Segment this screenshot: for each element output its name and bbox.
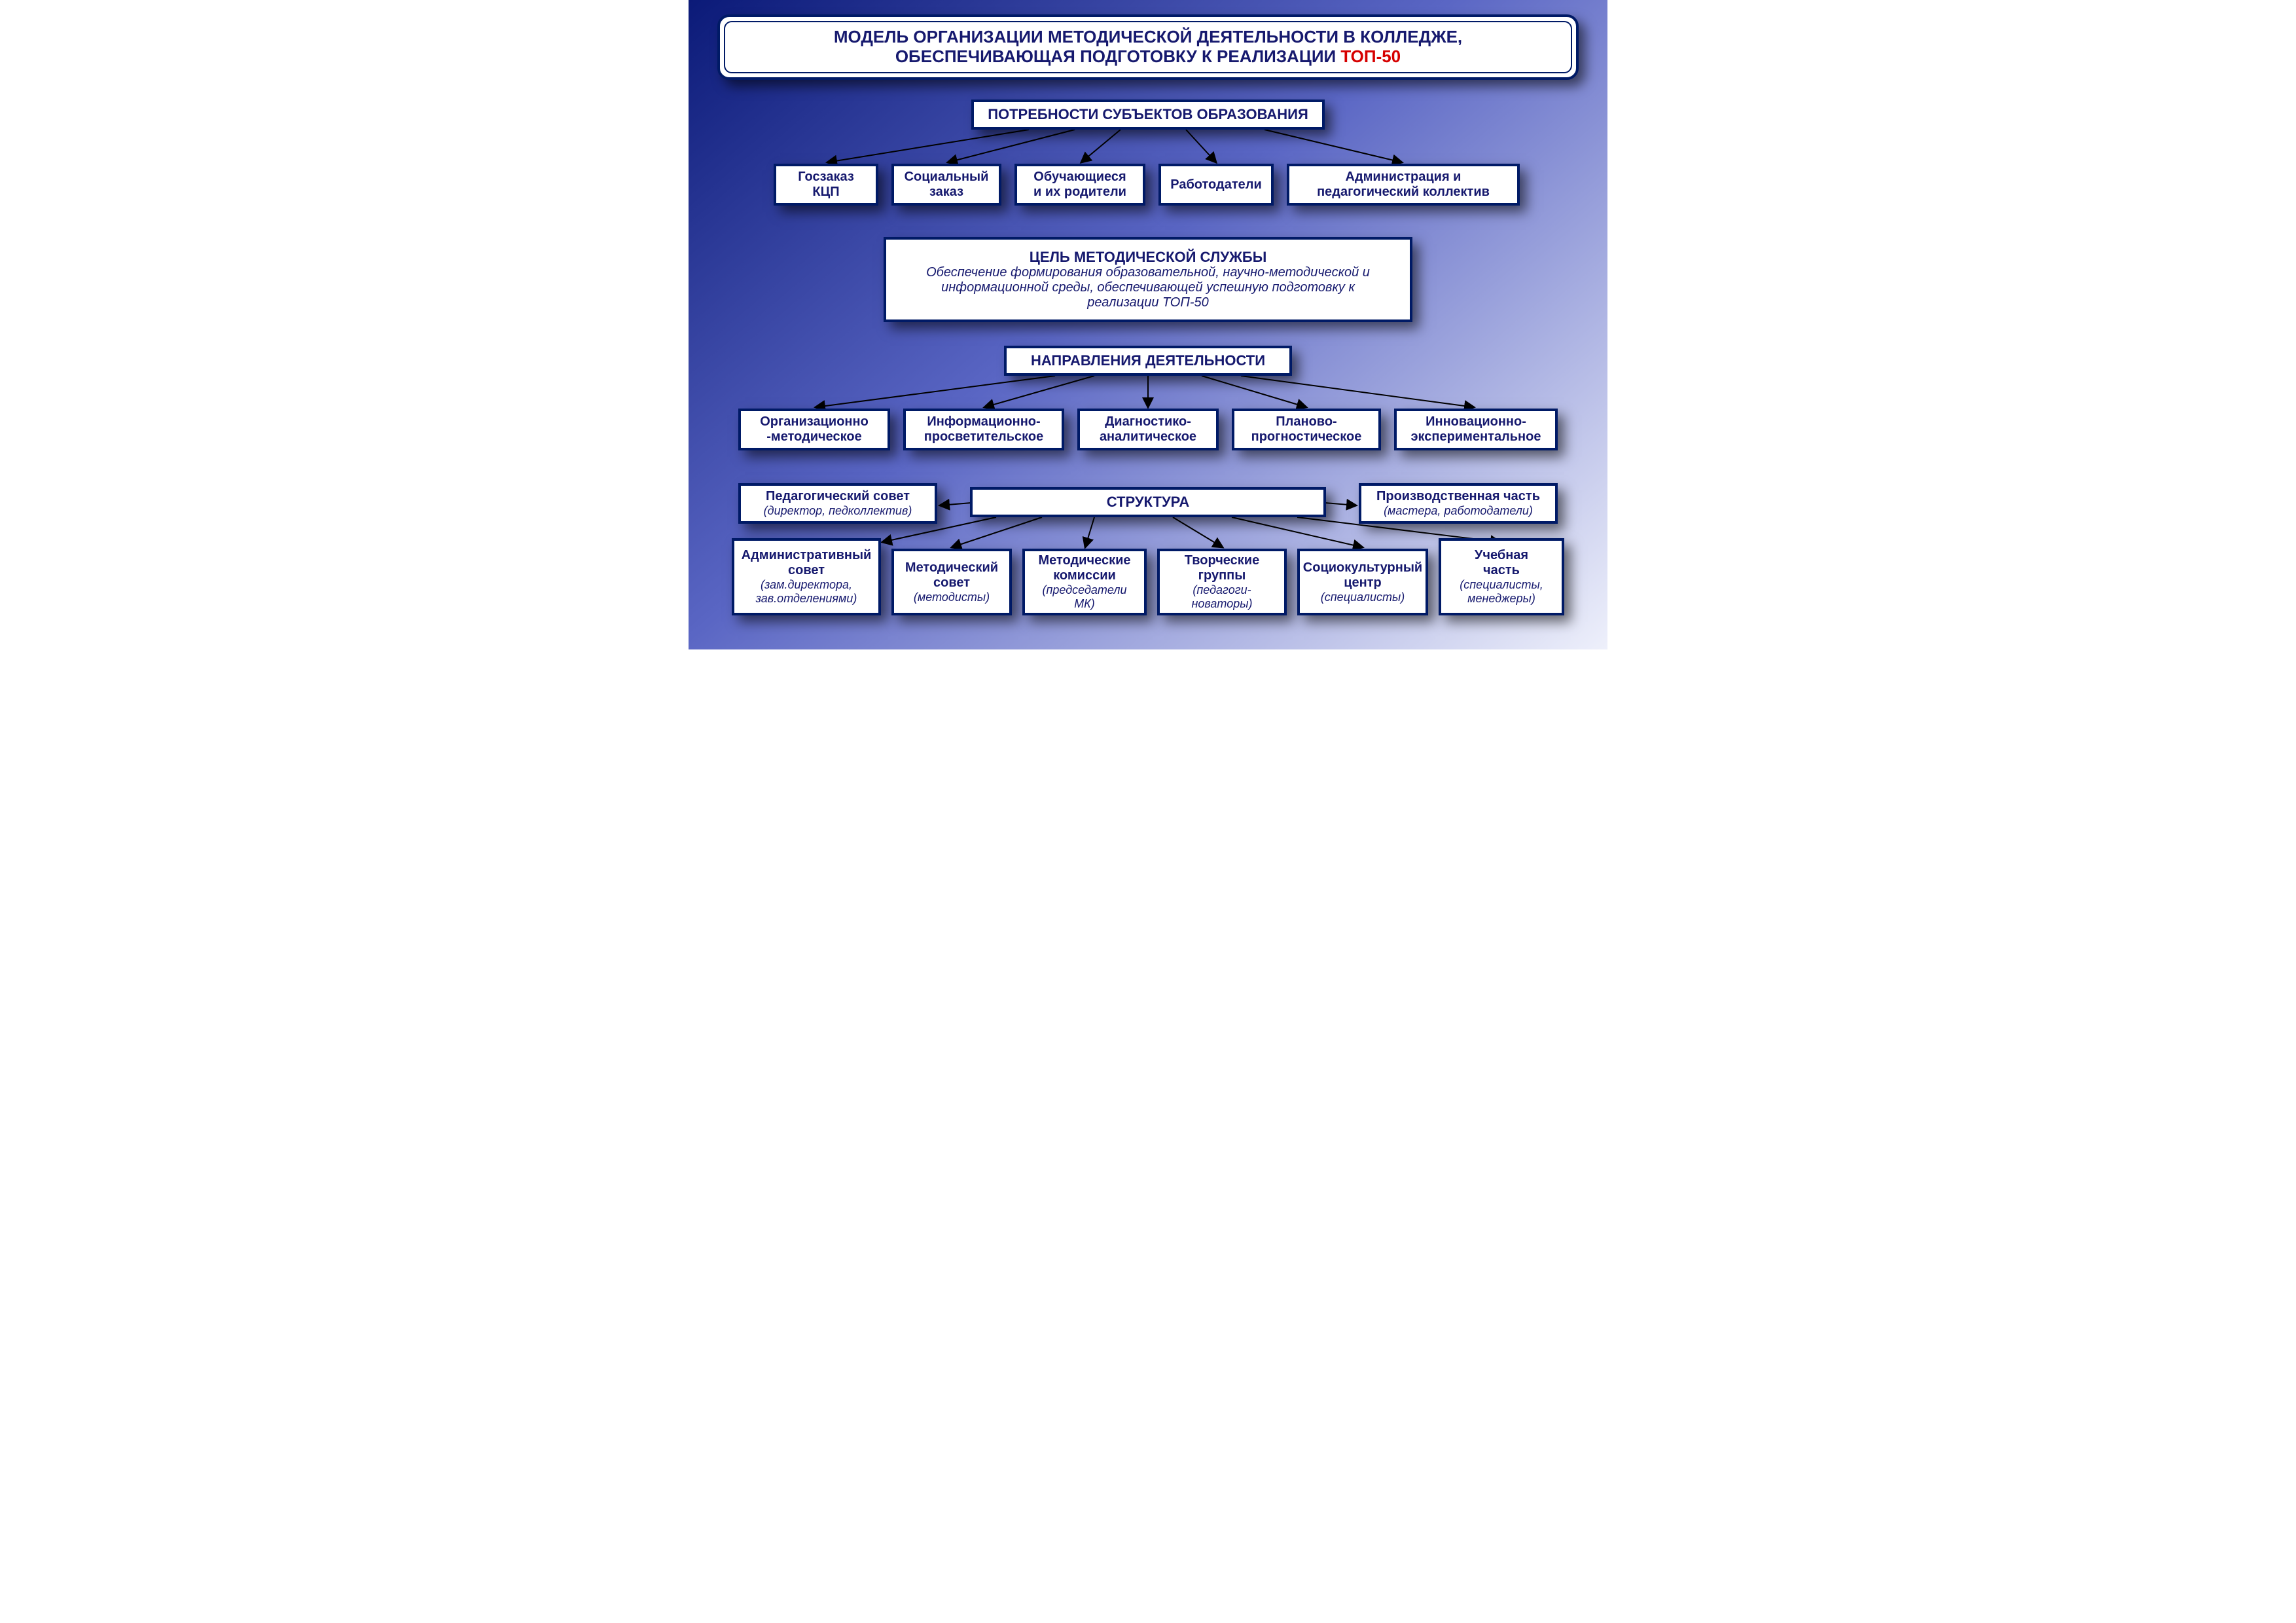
goal-body-line: реализации ТОП-50 bbox=[1087, 295, 1209, 310]
dirs-item-line: Организационно bbox=[760, 414, 869, 429]
title-line2-text: ОБЕСПЕЧИВАЮЩАЯ ПОДГОТОВКУ К РЕАЛИЗАЦИИ bbox=[895, 46, 1341, 66]
dirs-item-line: -методическое bbox=[766, 429, 861, 445]
struct-header: СТРУКТУРА bbox=[970, 487, 1326, 517]
goal-body-line: Обеспечение формирования образовательной… bbox=[926, 265, 1370, 280]
struct-side-sub: (мастера, работодатели) bbox=[1384, 504, 1533, 518]
diagram-canvas: МОДЕЛЬ ОРГАНИЗАЦИИ МЕТОДИЧЕСКОЙ ДЕЯТЕЛЬН… bbox=[689, 0, 1607, 649]
struct-item-sub-line: (педагоги-новаторы) bbox=[1166, 583, 1278, 610]
title-line2-accent: ТОП-50 bbox=[1340, 46, 1401, 66]
struct-item: Учебнаячасть(специалисты,менеджеры) bbox=[1439, 538, 1564, 615]
dirs-item-line: Инновационно- bbox=[1426, 414, 1526, 429]
needs-item-line: КЦП bbox=[812, 185, 839, 200]
dirs-item-line: Планово- bbox=[1276, 414, 1336, 429]
needs-item: ГосзаказКЦП bbox=[774, 164, 878, 206]
struct-item-sub-line: (методисты) bbox=[914, 591, 990, 604]
needs-header-label: ПОТРЕБНОСТИ СУБЪЕКТОВ ОБРАЗОВАНИЯ bbox=[988, 106, 1308, 122]
dirs-header: НАПРАВЛЕНИЯ ДЕЯТЕЛЬНОСТИ bbox=[1004, 346, 1292, 376]
struct-item-head-line: Методические bbox=[1038, 553, 1130, 568]
needs-header: ПОТРЕБНОСТИ СУБЪЕКТОВ ОБРАЗОВАНИЯ bbox=[971, 100, 1325, 130]
struct-item: Социокультурныйцентр(специалисты) bbox=[1297, 549, 1428, 615]
struct-item-sub-line: (зам.директора, bbox=[761, 578, 852, 592]
struct-side-head: Производственная часть bbox=[1376, 489, 1540, 504]
struct-item-head-line: комиссии bbox=[1053, 568, 1116, 583]
struct-header-label: СТРУКТУРА bbox=[1107, 494, 1190, 510]
dirs-item-line: прогностическое bbox=[1251, 429, 1362, 445]
struct-item-head-line: центр bbox=[1344, 575, 1382, 591]
struct-item-head-line: Административный bbox=[742, 548, 872, 563]
needs-item-line: Социальный bbox=[905, 170, 989, 185]
struct-item: Методическиекомиссии(председатели МК) bbox=[1022, 549, 1147, 615]
struct-item-head-line: Социокультурный bbox=[1303, 560, 1422, 575]
struct-item-sub-line: (председатели МК) bbox=[1031, 583, 1138, 610]
dirs-item: Диагностико-аналитическое bbox=[1077, 409, 1219, 450]
struct-item-sub-line: зав.отделениями) bbox=[756, 592, 857, 606]
struct-item-sub-line: (специалисты, bbox=[1460, 578, 1543, 592]
struct-item-sub-line: (специалисты) bbox=[1321, 591, 1405, 604]
goal-box: ЦЕЛЬ МЕТОДИЧЕСКОЙ СЛУЖБЫОбеспечение форм… bbox=[884, 237, 1412, 322]
goal-body-line: информационной среды, обеспечивающей усп… bbox=[941, 280, 1355, 295]
struct-side-sub: (директор, педколлектив) bbox=[764, 504, 912, 518]
title-line1: МОДЕЛЬ ОРГАНИЗАЦИИ МЕТОДИЧЕСКОЙ ДЕЯТЕЛЬН… bbox=[834, 27, 1462, 47]
struct-item: Методическийсовет(методисты) bbox=[891, 549, 1012, 615]
goal-head: ЦЕЛЬ МЕТОДИЧЕСКОЙ СЛУЖБЫ bbox=[1030, 249, 1266, 265]
struct-item-head-line: Творческие bbox=[1185, 553, 1259, 568]
title-box: МОДЕЛЬ ОРГАНИЗАЦИИ МЕТОДИЧЕСКОЙ ДЕЯТЕЛЬН… bbox=[717, 14, 1579, 80]
struct-side-head: Педагогический совет bbox=[766, 489, 910, 504]
struct-item-head-line: совет bbox=[933, 575, 970, 591]
struct-item-sub-line: менеджеры) bbox=[1467, 592, 1535, 606]
needs-item-line: и их родители bbox=[1033, 185, 1126, 200]
struct-item-head-line: Учебная bbox=[1475, 548, 1528, 563]
struct-item-head-line: часть bbox=[1483, 563, 1520, 578]
struct-item: Административныйсовет(зам.директора,зав.… bbox=[732, 538, 881, 615]
dirs-item: Организационно-методическое bbox=[738, 409, 890, 450]
struct-item: Творческиегруппы(педагоги-новаторы) bbox=[1157, 549, 1287, 615]
needs-item: Работодатели bbox=[1158, 164, 1274, 206]
needs-item-line: Работодатели bbox=[1170, 177, 1262, 192]
needs-item: Обучающиесяи их родители bbox=[1014, 164, 1145, 206]
dirs-item: Информационно-просветительское bbox=[903, 409, 1064, 450]
needs-item-line: педагогический коллектив bbox=[1317, 185, 1490, 200]
title-inner: МОДЕЛЬ ОРГАНИЗАЦИИ МЕТОДИЧЕСКОЙ ДЕЯТЕЛЬН… bbox=[724, 21, 1572, 73]
struct-item-head-line: группы bbox=[1198, 568, 1246, 583]
needs-item: Социальныйзаказ bbox=[891, 164, 1001, 206]
needs-item: Администрация ипедагогический коллектив bbox=[1287, 164, 1520, 206]
title-line2: ОБЕСПЕЧИВАЮЩАЯ ПОДГОТОВКУ К РЕАЛИЗАЦИИ Т… bbox=[895, 47, 1401, 67]
struct-side-item: Педагогический совет(директор, педколлек… bbox=[738, 483, 937, 524]
dirs-item-line: аналитическое bbox=[1100, 429, 1196, 445]
needs-item-line: Обучающиеся bbox=[1033, 170, 1126, 185]
dirs-item: Планово-прогностическое bbox=[1232, 409, 1381, 450]
dirs-item-line: экспериментальное bbox=[1411, 429, 1541, 445]
dirs-header-label: НАПРАВЛЕНИЯ ДЕЯТЕЛЬНОСТИ bbox=[1031, 352, 1265, 369]
struct-item-head-line: Методический bbox=[905, 560, 998, 575]
dirs-item-line: Информационно- bbox=[927, 414, 1040, 429]
struct-side-item: Производственная часть(мастера, работода… bbox=[1359, 483, 1558, 524]
struct-item-head-line: совет bbox=[788, 563, 825, 578]
dirs-item-line: просветительское bbox=[924, 429, 1043, 445]
needs-item-line: Администрация и bbox=[1346, 170, 1462, 185]
dirs-item-line: Диагностико- bbox=[1105, 414, 1191, 429]
dirs-item: Инновационно-экспериментальное bbox=[1394, 409, 1558, 450]
needs-item-line: Госзаказ bbox=[798, 170, 854, 185]
needs-item-line: заказ bbox=[929, 185, 963, 200]
